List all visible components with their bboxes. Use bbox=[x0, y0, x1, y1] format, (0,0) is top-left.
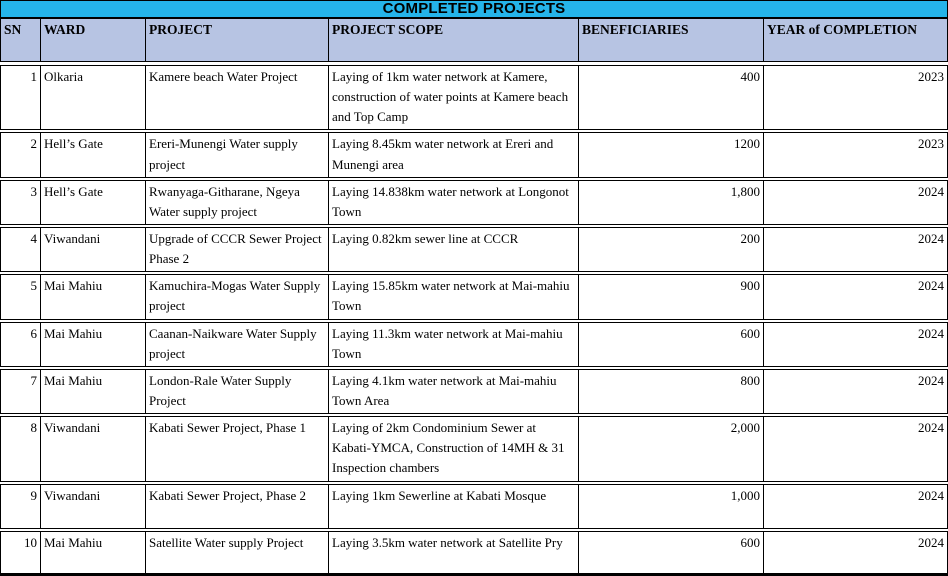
cell-year: 2024 bbox=[918, 487, 944, 503]
cell-ward: Mai Mahiu bbox=[41, 531, 146, 573]
table-row: 6 Mai Mahiu Caanan-Naikware Water Supply… bbox=[0, 321, 948, 367]
table-title: COMPLETED PROJECTS bbox=[0, 0, 948, 18]
cell-sn: 8 bbox=[1, 417, 41, 481]
cell-scope: Laying of 2km Condominium Sewer at Kabat… bbox=[329, 417, 579, 481]
cell-beneficiaries: 1200 bbox=[579, 133, 764, 177]
col-header-sn: SN bbox=[1, 19, 41, 61]
cell-project: Kamere beach Water Project bbox=[146, 66, 329, 130]
cell-year: 2024 bbox=[918, 183, 944, 199]
cell-project: Kamuchira-Mogas Water Supply project bbox=[146, 275, 329, 319]
cell-scope: Laying 4.1km water network at Mai-mahiu … bbox=[329, 369, 579, 414]
cell-sn: 7 bbox=[1, 369, 41, 414]
cell-year: 2023 bbox=[918, 69, 944, 84]
cell-sn: 6 bbox=[1, 322, 41, 366]
cell-scope: Laying 14.838km water network at Longono… bbox=[329, 180, 579, 224]
cell-beneficiaries: 200 bbox=[579, 227, 764, 272]
cell-project: Ereri-Munengi Water supply project bbox=[146, 133, 329, 177]
table-row: 3 Hell’s Gate Rwanyaga-Githarane, Ngeya … bbox=[0, 179, 948, 225]
cell-beneficiaries: 900 bbox=[579, 275, 764, 319]
table-header-row: SN WARD PROJECT PROJECT SCOPE BENEFICIAR… bbox=[0, 18, 948, 62]
table-row: 9 Viwandani Kabati Sewer Project, Phase … bbox=[0, 483, 948, 529]
table-row: 8 Viwandani Kabati Sewer Project, Phase … bbox=[0, 416, 948, 482]
cell-project: Rwanyaga-Githarane, Ngeya Water supply p… bbox=[146, 180, 329, 224]
cell-sn: 5 bbox=[1, 275, 41, 319]
cell-sn: 1 bbox=[1, 66, 41, 130]
cell-scope: Laying 1km Sewerline at Kabati Mosque bbox=[329, 484, 579, 528]
cell-sn: 10 bbox=[1, 531, 41, 573]
cell-scope: Laying of 1km water network at Kamere, c… bbox=[329, 66, 579, 130]
table-row: 7 Mai Mahiu London-Rale Water Supply Pro… bbox=[0, 368, 948, 415]
cell-ward: Hell’s Gate bbox=[41, 133, 146, 177]
cell-ward: Viwandani bbox=[41, 227, 146, 272]
cell-project: Kabati Sewer Project, Phase 1 bbox=[146, 417, 329, 481]
col-header-year: YEAR of COMPLETION bbox=[767, 22, 918, 37]
cell-year: 2024 bbox=[918, 420, 944, 436]
cell-beneficiaries: 2,000 bbox=[579, 417, 764, 481]
cell-sn: 4 bbox=[1, 227, 41, 272]
cell-sn: 9 bbox=[1, 484, 41, 528]
cell-beneficiaries: 400 bbox=[579, 66, 764, 130]
cell-ward: Mai Mahiu bbox=[41, 275, 146, 319]
cell-sn: 3 bbox=[1, 180, 41, 224]
cell-project: London-Rale Water Supply Project bbox=[146, 369, 329, 414]
cell-ward: Mai Mahiu bbox=[41, 322, 146, 366]
cell-scope: Laying 3.5km water network at Satellite … bbox=[329, 531, 579, 573]
cell-beneficiaries: 600 bbox=[579, 322, 764, 366]
cell-year: 2024 bbox=[918, 230, 944, 246]
col-header-ward: WARD bbox=[41, 19, 146, 61]
table-row: 5 Mai Mahiu Kamuchira-Mogas Water Supply… bbox=[0, 274, 948, 320]
cell-sn: 2 bbox=[1, 133, 41, 177]
cell-ward: Mai Mahiu bbox=[41, 369, 146, 414]
cell-year: 2024 bbox=[918, 278, 944, 294]
cell-beneficiaries: 1,800 bbox=[579, 180, 764, 224]
cell-ward: Viwandani bbox=[41, 484, 146, 528]
table-row: 10 Mai Mahiu Satellite Water supply Proj… bbox=[0, 530, 948, 576]
cell-beneficiaries: 600 bbox=[579, 531, 764, 573]
table-row: 1 Olkaria Kamere beach Water Project Lay… bbox=[0, 65, 948, 131]
cell-scope: Laying 8.45km water network at Ereri and… bbox=[329, 133, 579, 177]
cell-year: 2024 bbox=[918, 534, 944, 550]
table-row: 4 Viwandani Upgrade of CCCR Sewer Projec… bbox=[0, 226, 948, 273]
cell-ward: Hell’s Gate bbox=[41, 180, 146, 224]
col-header-beneficiaries: BENEFICIARIES bbox=[579, 19, 764, 61]
cell-ward: Olkaria bbox=[41, 66, 146, 130]
cell-year: 2023 bbox=[918, 136, 944, 152]
cell-scope: Laying 0.82km sewer line at CCCR bbox=[329, 227, 579, 272]
cell-project: Upgrade of CCCR Sewer Project Phase 2 bbox=[146, 227, 329, 272]
cell-scope: Laying 15.85km water network at Mai-mahi… bbox=[329, 275, 579, 319]
col-header-project-scope: PROJECT SCOPE bbox=[329, 19, 579, 61]
cell-project: Caanan-Naikware Water Supply project bbox=[146, 322, 329, 366]
table-row: 2 Hell’s Gate Ereri-Munengi Water supply… bbox=[0, 132, 948, 178]
cell-project: Satellite Water supply Project bbox=[146, 531, 329, 573]
col-header-project: PROJECT bbox=[146, 19, 329, 61]
cell-beneficiaries: 1,000 bbox=[579, 484, 764, 528]
cell-year: 2024 bbox=[918, 372, 944, 388]
cell-beneficiaries: 800 bbox=[579, 369, 764, 414]
cell-scope: Laying 11.3km water network at Mai-mahiu… bbox=[329, 322, 579, 366]
cell-ward: Viwandani bbox=[41, 417, 146, 481]
cell-year: 2024 bbox=[918, 325, 944, 341]
cell-project: Kabati Sewer Project, Phase 2 bbox=[146, 484, 329, 528]
